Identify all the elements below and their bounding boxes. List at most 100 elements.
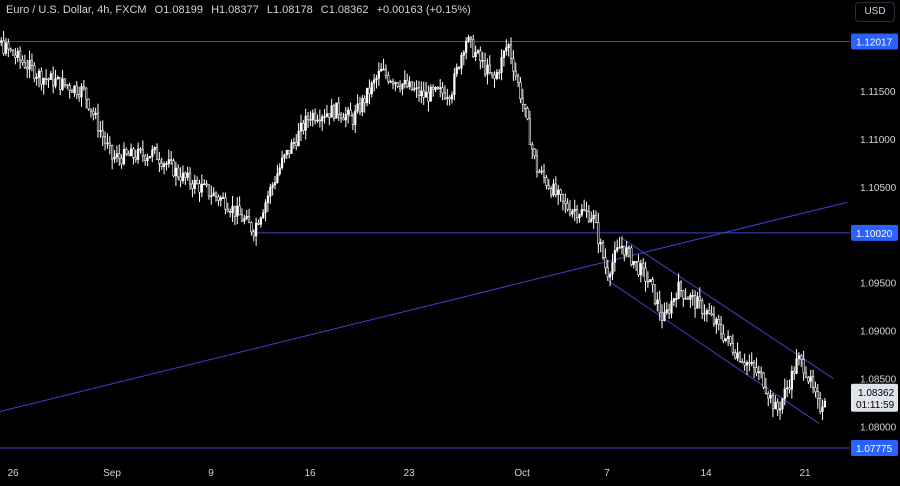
candle-bearish: [2, 40, 5, 54]
candle-bullish: [450, 94, 454, 100]
candle-bearish: [224, 197, 227, 210]
candle-bearish: [668, 309, 671, 314]
candle-bearish: [158, 159, 161, 164]
candle-bearish: [583, 209, 586, 211]
candle-bullish: [297, 130, 300, 147]
candle-bearish: [427, 91, 430, 102]
price-level-badge[interactable]: [851, 33, 898, 50]
candle-bullish: [153, 147, 156, 151]
candle-bearish: [686, 297, 690, 300]
time-axis[interactable]: 26 Sep 9 16 23 Oct 7 14 21: [7, 468, 811, 479]
y-tick-label: 1.08000: [860, 422, 897, 433]
rising-trendline-line[interactable]: [0, 201, 848, 419]
candle-bearish: [82, 86, 85, 89]
candle-bearish: [623, 245, 626, 256]
candle-bullish: [54, 78, 57, 87]
candle-bullish: [137, 148, 140, 160]
price-level-label: 1.07775: [856, 444, 893, 455]
candle-bullish: [219, 197, 222, 201]
x-tick-label: 7: [604, 468, 610, 479]
candle-bullish: [49, 73, 52, 80]
candle-bullish: [42, 78, 45, 85]
price-level-badge[interactable]: [851, 440, 898, 457]
candle-bullish: [80, 86, 83, 98]
x-tick-label: 23: [403, 468, 415, 479]
channel-upper-line[interactable]: [620, 237, 834, 379]
candle-bearish: [257, 222, 260, 225]
candle-bullish: [446, 97, 449, 99]
candle-bullish: [691, 295, 694, 297]
candle-bearish: [701, 300, 704, 314]
candle-bearish: [814, 387, 817, 392]
channel-lower-line[interactable]: [606, 279, 820, 424]
candle-bearish: [755, 367, 758, 374]
candle-bullish: [316, 119, 319, 122]
candle-bearish: [811, 376, 815, 388]
candle-bearish: [111, 145, 114, 160]
candle-bearish: [351, 115, 354, 125]
candle-bullish: [557, 189, 560, 195]
price-axis[interactable]: 1.11500 1.11000 1.10500 1.09500 1.09000 1.085…: [851, 33, 898, 457]
candle-bullish: [311, 112, 314, 121]
candle-bearish: [328, 113, 331, 118]
candle-bullish: [377, 70, 380, 79]
candle-bullish: [193, 180, 196, 189]
price-level-badge[interactable]: [851, 224, 898, 241]
candle-bullish: [151, 149, 154, 157]
candle-bearish: [804, 372, 808, 378]
candle-bearish: [217, 196, 220, 201]
candle-bearish: [134, 157, 137, 160]
candle-bearish: [309, 119, 312, 121]
candle-bearish: [87, 98, 90, 110]
candle-bullish: [269, 187, 272, 197]
candle-bullish: [715, 318, 718, 325]
candle-bearish: [141, 149, 144, 157]
candle-bullish: [689, 295, 692, 300]
candle-bearish: [314, 112, 317, 121]
candle-bearish: [498, 71, 501, 74]
candle-bullish: [271, 184, 274, 188]
candle-bearish: [14, 54, 17, 58]
candle-bullish: [778, 408, 782, 411]
candle-bearish: [47, 78, 50, 81]
candle-bearish: [601, 242, 605, 259]
candle-bullish: [573, 208, 576, 212]
candle-bullish: [462, 52, 465, 56]
candle-bearish: [519, 81, 522, 100]
candle-bullish: [580, 209, 583, 216]
candle-bearish: [342, 117, 345, 121]
candle-bearish: [118, 153, 121, 159]
candle-bearish: [52, 73, 55, 87]
y-tick-label: 1.11000: [860, 135, 896, 146]
candle-bearish: [535, 155, 539, 173]
candle-bearish: [682, 290, 685, 299]
candle-bearish: [196, 180, 199, 185]
candle-bullish: [434, 87, 437, 91]
candle-bullish: [439, 87, 442, 90]
candle-bearish: [722, 333, 725, 341]
candle-bullish: [148, 156, 152, 159]
candle-bearish: [575, 208, 579, 219]
candle-bearish: [710, 313, 713, 316]
candle-bullish: [231, 205, 234, 213]
candle-bullish: [424, 91, 428, 98]
candle-bearish: [101, 130, 104, 138]
candle-bullish: [502, 50, 506, 58]
candle-bullish: [56, 76, 59, 80]
candle-bullish: [609, 273, 612, 278]
candle-bullish: [122, 148, 126, 165]
current-price-badge[interactable]: [851, 383, 898, 412]
candle-bearish: [30, 59, 34, 66]
candle-bullish: [413, 88, 416, 91]
candle-bearish: [545, 177, 548, 186]
currency-button[interactable]: USD: [855, 2, 895, 22]
candle-bearish: [441, 87, 444, 94]
symbol-title[interactable]: Euro / U.S. Dollar, 4h, FXCM: [6, 4, 147, 16]
candle-bearish: [11, 49, 15, 56]
candle-bearish: [509, 44, 513, 59]
candle-bearish: [606, 267, 609, 278]
candle-bullish: [618, 247, 621, 249]
candle-bearish: [819, 398, 822, 412]
